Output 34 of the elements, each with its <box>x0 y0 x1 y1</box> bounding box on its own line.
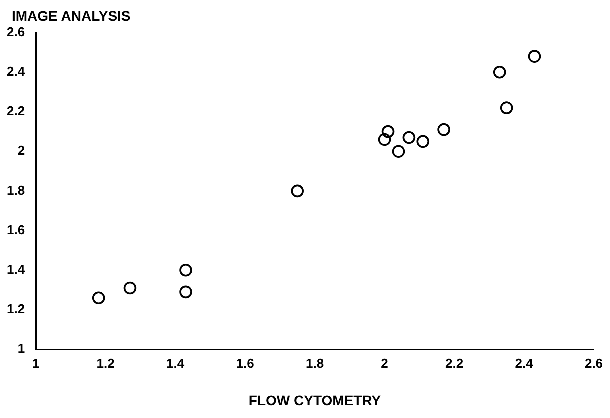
x-tick-label: 2 <box>381 356 388 371</box>
point <box>180 286 192 299</box>
y-tick-label: 1.4 <box>6 262 26 277</box>
point <box>92 292 106 305</box>
point <box>528 50 542 63</box>
point <box>291 184 304 198</box>
y-tick-label: 2.4 <box>6 64 26 79</box>
y-tick-label: 1.2 <box>6 302 26 317</box>
y-axis-title: IMAGE ANALYSIS <box>12 8 131 24</box>
x-tick-label: 1.4 <box>166 356 186 371</box>
x-tick-label: 1 <box>32 356 40 371</box>
point <box>124 282 137 295</box>
x-tick-label: 2.4 <box>515 356 534 371</box>
y-tick-label: 2 <box>18 143 26 158</box>
y-tick-label: 2.6 <box>6 24 26 40</box>
point <box>382 125 395 138</box>
point <box>180 264 192 277</box>
point <box>378 133 392 146</box>
point <box>402 131 416 144</box>
x-tick-label: 2.6 <box>584 356 604 371</box>
point <box>392 145 406 158</box>
point <box>493 66 506 79</box>
x-tick-label: 1.2 <box>96 356 115 371</box>
x-axis-title: FLOW CYTOMETRY <box>248 392 382 408</box>
y-tick-label: 1 <box>18 341 26 356</box>
point <box>438 123 450 136</box>
y-tick-label: 1.8 <box>6 182 26 198</box>
y-tick-label: 1.6 <box>6 222 26 238</box>
point <box>416 135 430 148</box>
x-tick-label: 1.8 <box>306 356 324 371</box>
y-tick-label: 2.2 <box>6 104 26 119</box>
x-tick-label: 2.2 <box>445 356 464 371</box>
x-tick-label: 1.6 <box>236 356 254 371</box>
point <box>500 102 514 114</box>
